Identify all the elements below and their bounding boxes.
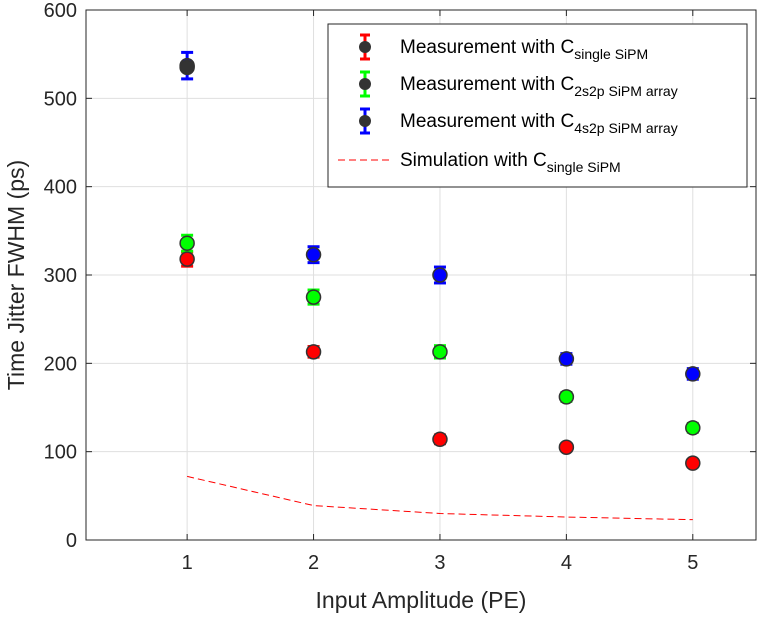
legend: Measurement with Csingle SiPMMeasurement… xyxy=(327,23,748,188)
x-axis-label: Input Amplitude (PE) xyxy=(316,587,527,613)
y-tick-label: 100 xyxy=(44,442,77,464)
legend-label-main: Measurement with C xyxy=(400,74,574,95)
data-point xyxy=(305,344,322,360)
y-axis-label: Time Jitter FWHM (ps) xyxy=(3,160,29,390)
x-tick-label: 2 xyxy=(308,552,319,574)
y-tick-label: 300 xyxy=(44,265,77,287)
y-tick-label: 600 xyxy=(44,0,77,22)
data-point xyxy=(432,267,448,283)
y-tick-label: 0 xyxy=(66,530,77,552)
data-point xyxy=(179,235,195,251)
y-tick-label: 500 xyxy=(44,88,77,110)
data-point xyxy=(305,246,322,263)
data-point xyxy=(685,366,701,382)
legend-label-subscript: 4s2p SiPM array xyxy=(574,120,677,136)
legend-label-main: Measurement with C xyxy=(400,111,574,132)
data-point xyxy=(179,251,195,267)
data-point xyxy=(179,59,195,76)
legend-marker xyxy=(359,78,371,90)
legend-label: Measurement with C2s2p SiPM array xyxy=(400,74,678,99)
legend-label-main: Measurement with C xyxy=(400,37,574,58)
legend-marker xyxy=(359,41,371,53)
legend-label: Measurement with C4s2p SiPM array xyxy=(400,111,678,136)
data-point xyxy=(558,351,575,367)
y-tick-label: 400 xyxy=(44,177,77,199)
data-point xyxy=(558,439,575,455)
marker-layer xyxy=(179,50,701,471)
data-point xyxy=(432,431,448,448)
axes: 1 2 3 4 5 0 100 200 300 400 500 600 xyxy=(44,0,757,574)
legend-label-subscript: 2s2p SiPM array xyxy=(574,83,677,99)
x-tick-label: 5 xyxy=(687,552,698,574)
data-point xyxy=(685,455,701,471)
legend-marker xyxy=(359,115,371,127)
simulation-layer xyxy=(187,475,693,521)
data-point xyxy=(432,344,448,360)
data-point xyxy=(685,420,701,436)
x-tick-label: 3 xyxy=(434,552,445,574)
legend-label: Simulation with Csingle SiPM xyxy=(400,150,621,175)
legend-label-subscript: single SiPM xyxy=(547,159,621,175)
legend-label-main: Simulation with C xyxy=(400,150,547,171)
simulation-line xyxy=(187,475,693,521)
legend-label: Measurement with Csingle SiPM xyxy=(400,37,648,62)
legend-box xyxy=(327,23,748,188)
y-tick-label: 200 xyxy=(44,353,77,375)
x-tick-label: 1 xyxy=(182,552,193,574)
data-point xyxy=(558,389,575,405)
x-tick-label: 4 xyxy=(561,552,572,574)
data-point xyxy=(305,289,322,305)
legend-label-subscript: single SiPM xyxy=(574,46,648,62)
